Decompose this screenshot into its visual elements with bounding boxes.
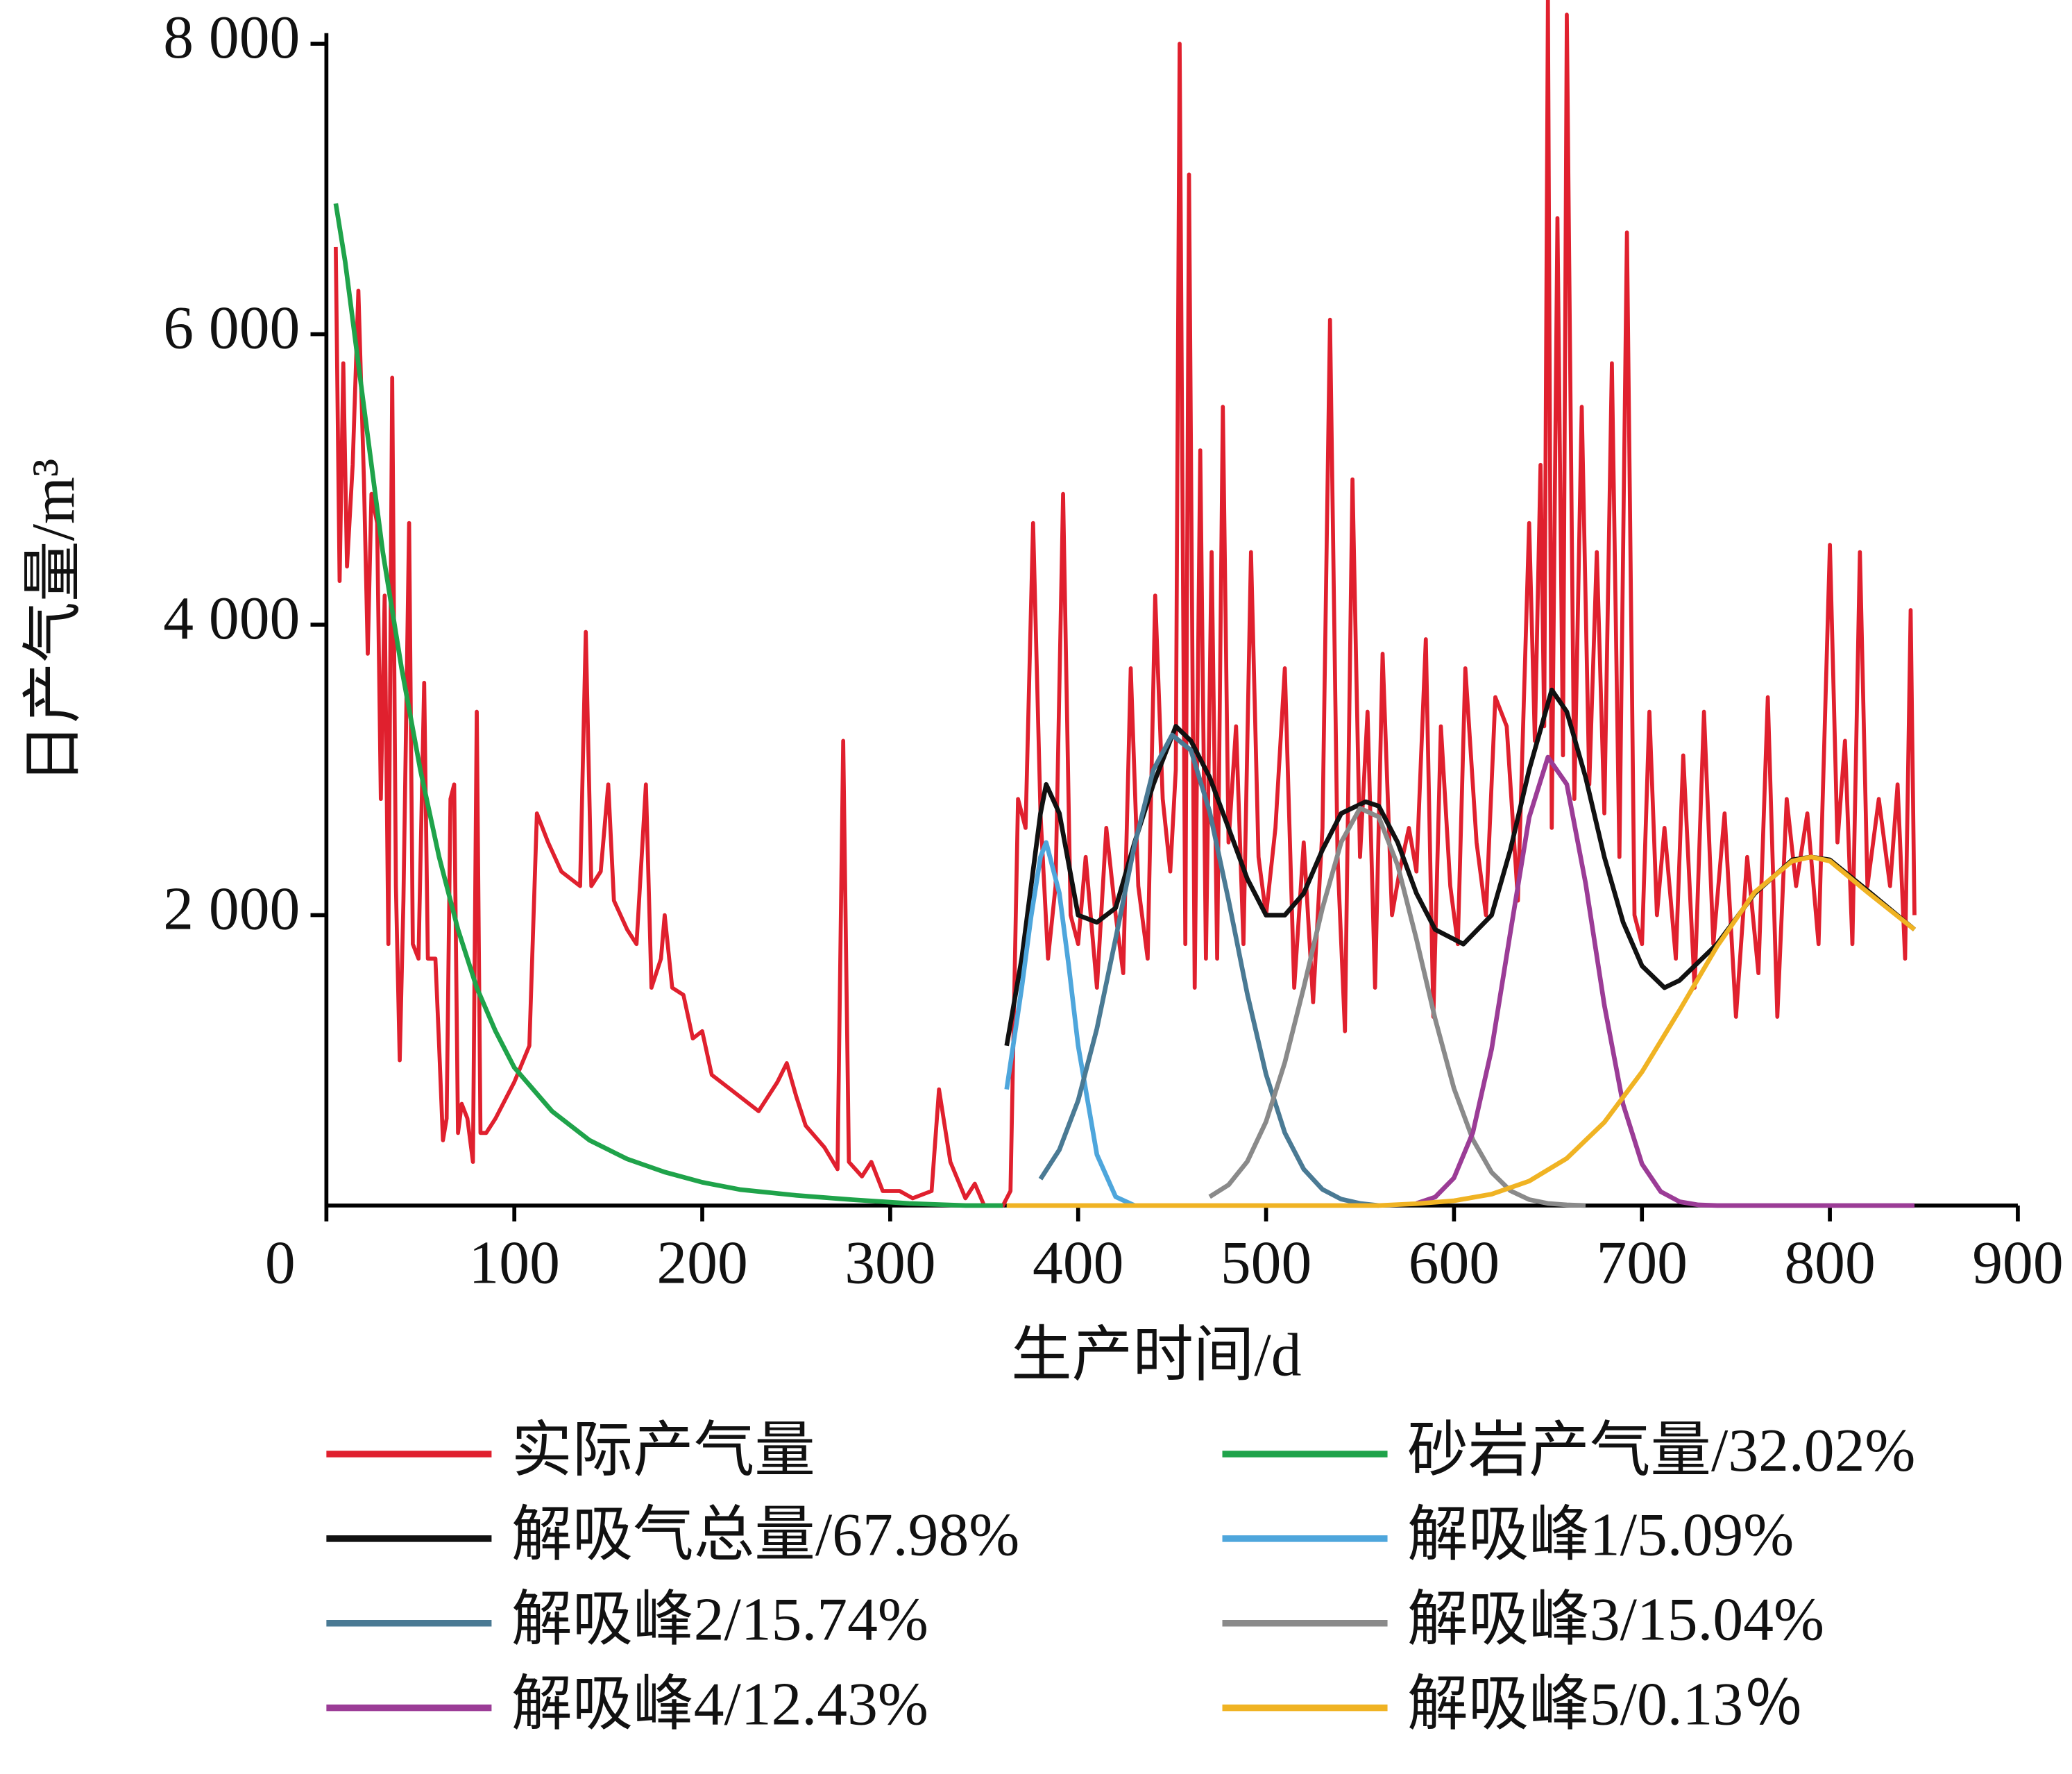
legend-label: 解吸峰2/15.74% — [511, 1586, 928, 1653]
series-line — [1004, 687, 1917, 1047]
y-tick-label: 2 000 — [163, 875, 300, 943]
legend-label: 解吸峰5/0.13％ — [1407, 1670, 1804, 1737]
legend-label: 解吸气总量/67.98% — [511, 1501, 1019, 1569]
x-tick-label: 200 — [656, 1228, 747, 1296]
x-tick-label: 400 — [1033, 1228, 1123, 1296]
series-line — [1038, 732, 1379, 1208]
x-tick-label: 300 — [844, 1228, 935, 1296]
x-axis-label: 生产时间/d — [1011, 1321, 1301, 1389]
x-tick-label: 100 — [469, 1228, 560, 1296]
series-line — [334, 0, 1917, 1208]
x-tick-label: 900 — [1972, 1228, 2063, 1296]
legend-label: 解吸峰4/12.43% — [511, 1670, 928, 1737]
series-line — [333, 203, 1003, 1208]
y-tick-label: 8 000 — [163, 3, 300, 71]
y-tick-label: 4 000 — [163, 584, 300, 652]
y-tick-label: 6 000 — [163, 294, 300, 362]
x-tick-label: 700 — [1597, 1228, 1688, 1296]
legend-label: 砂岩产气量/32.02% — [1407, 1417, 1915, 1484]
series-line — [1416, 754, 1915, 1208]
legend-label: 解吸峰3/15.04% — [1407, 1586, 1824, 1653]
x-tick-label: 0 — [265, 1228, 296, 1296]
legend-label: 解吸峰1/5.09% — [1407, 1501, 1794, 1569]
x-tick-label: 600 — [1409, 1228, 1500, 1296]
legend-label: 实际产气量 — [511, 1417, 815, 1484]
series-line — [1006, 854, 1917, 1208]
series-line — [1004, 840, 1136, 1208]
y-axis-label: 日产气量/m³ — [19, 459, 87, 784]
x-tick-label: 800 — [1784, 1228, 1875, 1296]
series-line — [1208, 806, 1586, 1208]
x-tick-label: 500 — [1221, 1228, 1311, 1296]
